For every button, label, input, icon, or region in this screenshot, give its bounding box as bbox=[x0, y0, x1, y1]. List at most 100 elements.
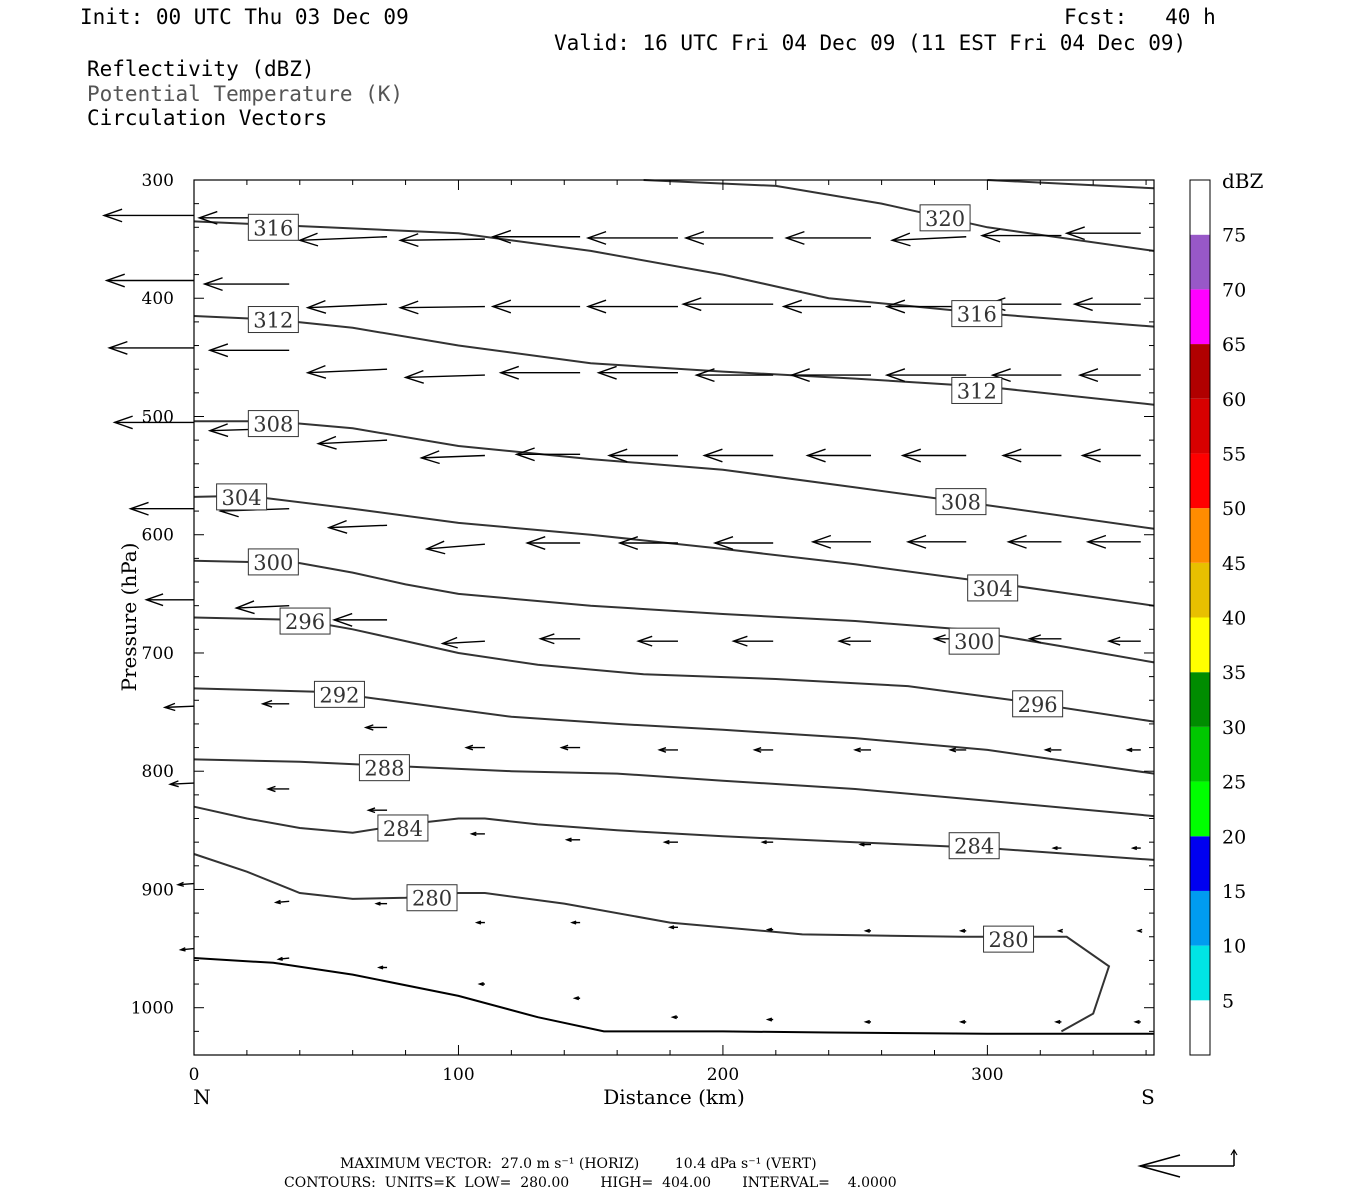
vector-shaft bbox=[236, 604, 290, 609]
colorbar-label-15: 15 bbox=[1222, 881, 1246, 903]
colorbar-label-30: 30 bbox=[1222, 717, 1246, 739]
contour-label-box bbox=[983, 925, 1035, 953]
vector-head bbox=[363, 724, 374, 731]
colorbar-segment-9 bbox=[1190, 508, 1210, 563]
vector-head bbox=[297, 232, 319, 247]
contour-label-box bbox=[935, 488, 987, 516]
y-tick-label-300: 300 bbox=[142, 171, 174, 191]
circulation-vectors bbox=[101, 208, 1143, 1024]
contour-label-box bbox=[247, 306, 299, 334]
vector-head bbox=[681, 297, 702, 312]
field-circulation-vectors: Circulation Vectors bbox=[87, 106, 328, 130]
colorbar-label-55: 55 bbox=[1222, 443, 1246, 465]
colorbar-label-75: 75 bbox=[1222, 225, 1246, 247]
vector-26 bbox=[498, 365, 581, 380]
x-end-label-north: N bbox=[193, 1085, 211, 1109]
vector-head bbox=[667, 925, 675, 930]
contour-label-box bbox=[919, 204, 971, 232]
colorbar-label-65: 65 bbox=[1222, 334, 1246, 356]
vector-29 bbox=[789, 368, 872, 383]
vector-head bbox=[900, 448, 921, 463]
vector-head bbox=[1133, 1019, 1140, 1024]
contour-label-text: 288 bbox=[364, 757, 404, 781]
vector-88 bbox=[176, 881, 195, 887]
vector-95 bbox=[863, 928, 872, 933]
vector-25 bbox=[403, 369, 485, 384]
vector-94 bbox=[765, 927, 774, 932]
colorbar-label-45: 45 bbox=[1222, 553, 1246, 575]
vector-73 bbox=[853, 747, 872, 753]
vector-head bbox=[176, 881, 185, 887]
vector-head bbox=[1130, 846, 1138, 851]
reference-vector bbox=[1137, 1148, 1238, 1178]
x-end-label-south: S bbox=[1141, 1085, 1155, 1109]
contour-extra-11 bbox=[987, 179, 1155, 190]
vector-7 bbox=[784, 230, 872, 245]
contour-label-text: 296 bbox=[1018, 693, 1058, 717]
vector-head bbox=[326, 519, 348, 534]
colorbar-segment-8 bbox=[1190, 562, 1210, 618]
plot-frame bbox=[193, 179, 1155, 1056]
contour-label-box bbox=[406, 884, 458, 912]
vector-8 bbox=[890, 232, 967, 247]
vector-head bbox=[765, 927, 773, 932]
contour-label-box bbox=[313, 680, 365, 708]
vector-shaft bbox=[400, 305, 485, 309]
vector-80 bbox=[469, 831, 485, 837]
vector-102 bbox=[477, 981, 485, 987]
vector-head bbox=[585, 230, 607, 245]
vector-78 bbox=[265, 785, 290, 793]
contour-label-300-0: 300 bbox=[247, 548, 299, 576]
vector-head bbox=[636, 635, 653, 647]
vector-101 bbox=[377, 965, 388, 970]
vector-head bbox=[1006, 534, 1027, 549]
vector-head bbox=[958, 928, 966, 933]
vector-12 bbox=[202, 277, 290, 292]
vector-head bbox=[490, 299, 512, 314]
vector-head bbox=[559, 744, 569, 751]
vector-shaft bbox=[421, 454, 485, 459]
contour-292 bbox=[193, 687, 1155, 775]
vector-head bbox=[990, 368, 1011, 383]
vector-32 bbox=[1077, 368, 1141, 383]
vector-head bbox=[585, 299, 607, 314]
y-axis-label: Pressure (hPa) bbox=[117, 543, 141, 692]
contour-label-300-1: 300 bbox=[948, 627, 1000, 655]
vector-head bbox=[398, 300, 419, 315]
vector-72 bbox=[752, 747, 774, 753]
vector-62 bbox=[837, 636, 872, 646]
vector-66 bbox=[162, 702, 195, 712]
vector-33 bbox=[112, 415, 194, 430]
vector-head bbox=[197, 210, 218, 225]
vector-head bbox=[932, 634, 946, 644]
vector-head bbox=[1085, 534, 1107, 549]
vector-76 bbox=[1125, 747, 1141, 753]
vector-head bbox=[657, 747, 667, 753]
vector-60 bbox=[636, 635, 678, 647]
contour-label-text: 284 bbox=[383, 817, 423, 841]
contour-label-308-1: 308 bbox=[935, 488, 987, 516]
vector-head bbox=[162, 702, 176, 712]
vector-head bbox=[662, 839, 670, 845]
vector-59 bbox=[538, 633, 581, 645]
y-tick-label-800: 800 bbox=[142, 762, 174, 782]
vector-39 bbox=[702, 448, 774, 463]
vector-head bbox=[683, 230, 705, 245]
vector-head bbox=[1080, 448, 1101, 463]
vector-36 bbox=[419, 450, 485, 465]
vector-10 bbox=[1064, 226, 1141, 241]
vector-head bbox=[863, 1019, 870, 1024]
vector-head bbox=[702, 448, 723, 463]
colorbar-label-5: 5 bbox=[1222, 990, 1234, 1012]
vector-head bbox=[607, 448, 628, 463]
vector-17 bbox=[681, 297, 774, 312]
vector-93 bbox=[667, 925, 678, 930]
vector-head bbox=[760, 840, 767, 845]
vector-head bbox=[265, 785, 276, 793]
vector-head bbox=[731, 635, 748, 647]
vector-24 bbox=[305, 364, 388, 379]
vector-head bbox=[905, 534, 927, 549]
vector-head bbox=[498, 365, 520, 380]
vector-head bbox=[305, 364, 327, 379]
contour-label-box bbox=[967, 574, 1019, 602]
